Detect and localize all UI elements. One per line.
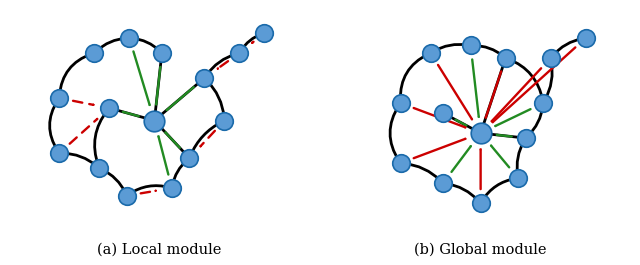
Point	[538, 101, 548, 105]
FancyArrowPatch shape	[517, 140, 524, 175]
Point	[167, 186, 177, 190]
Point	[104, 106, 115, 110]
FancyArrowPatch shape	[495, 109, 531, 126]
FancyArrowPatch shape	[70, 119, 97, 144]
FancyArrowPatch shape	[241, 34, 262, 51]
FancyArrowPatch shape	[95, 110, 108, 166]
FancyArrowPatch shape	[413, 108, 465, 127]
FancyArrowPatch shape	[451, 146, 471, 172]
FancyArrowPatch shape	[172, 160, 188, 185]
FancyArrowPatch shape	[492, 68, 541, 121]
Point	[396, 161, 406, 165]
Point	[259, 31, 269, 35]
Text: (b) Global module: (b) Global module	[414, 242, 547, 256]
FancyArrowPatch shape	[132, 38, 160, 51]
FancyArrowPatch shape	[50, 100, 58, 151]
FancyArrowPatch shape	[413, 139, 465, 158]
FancyArrowPatch shape	[155, 56, 161, 118]
Point	[476, 131, 486, 135]
FancyArrowPatch shape	[528, 106, 543, 136]
FancyArrowPatch shape	[552, 38, 583, 56]
FancyArrowPatch shape	[486, 71, 501, 118]
Point	[199, 76, 209, 80]
FancyArrowPatch shape	[206, 54, 237, 76]
Point	[513, 176, 524, 180]
FancyArrowPatch shape	[545, 61, 552, 101]
FancyArrowPatch shape	[446, 183, 479, 201]
FancyArrowPatch shape	[96, 38, 127, 51]
Point	[426, 51, 436, 55]
FancyArrowPatch shape	[129, 186, 169, 194]
FancyArrowPatch shape	[156, 67, 161, 104]
Point	[580, 36, 591, 40]
Point	[220, 118, 230, 123]
FancyArrowPatch shape	[60, 54, 92, 95]
Point	[89, 51, 99, 55]
FancyArrowPatch shape	[482, 179, 515, 201]
Point	[465, 43, 476, 48]
FancyArrowPatch shape	[102, 169, 125, 193]
FancyArrowPatch shape	[159, 136, 168, 175]
FancyArrowPatch shape	[191, 122, 222, 156]
FancyArrowPatch shape	[390, 105, 399, 161]
FancyArrowPatch shape	[491, 146, 509, 167]
FancyArrowPatch shape	[493, 47, 575, 122]
Point	[54, 151, 65, 155]
Point	[396, 101, 406, 105]
FancyArrowPatch shape	[123, 112, 139, 116]
FancyArrowPatch shape	[157, 80, 202, 119]
FancyArrowPatch shape	[403, 163, 441, 181]
FancyArrowPatch shape	[497, 135, 512, 136]
FancyArrowPatch shape	[445, 114, 478, 132]
FancyArrowPatch shape	[133, 51, 150, 105]
FancyArrowPatch shape	[483, 133, 523, 138]
FancyArrowPatch shape	[481, 61, 505, 130]
Point	[124, 36, 134, 40]
FancyArrowPatch shape	[167, 87, 194, 110]
FancyArrowPatch shape	[218, 61, 228, 69]
FancyArrowPatch shape	[433, 44, 468, 52]
Point	[54, 96, 65, 100]
Point	[149, 118, 159, 123]
Point	[476, 201, 486, 205]
Point	[184, 156, 195, 160]
Point	[157, 51, 167, 55]
FancyArrowPatch shape	[200, 131, 215, 146]
Point	[122, 193, 132, 198]
FancyArrowPatch shape	[207, 80, 224, 118]
FancyArrowPatch shape	[474, 46, 504, 56]
Point	[545, 56, 556, 60]
FancyArrowPatch shape	[73, 101, 93, 105]
FancyArrowPatch shape	[141, 191, 156, 193]
FancyArrowPatch shape	[508, 59, 543, 100]
Text: (a) Local module: (a) Local module	[97, 242, 221, 256]
FancyArrowPatch shape	[62, 153, 97, 166]
FancyArrowPatch shape	[112, 109, 152, 120]
Point	[94, 166, 104, 170]
FancyArrowPatch shape	[401, 54, 428, 100]
Point	[438, 111, 448, 115]
FancyArrowPatch shape	[472, 59, 479, 117]
FancyArrowPatch shape	[456, 120, 466, 125]
Point	[438, 181, 448, 185]
FancyArrowPatch shape	[166, 132, 180, 148]
Point	[234, 51, 244, 55]
FancyArrowPatch shape	[156, 123, 188, 156]
Point	[520, 136, 531, 140]
FancyArrowPatch shape	[438, 65, 472, 119]
Point	[500, 56, 511, 60]
FancyArrowPatch shape	[252, 42, 253, 43]
